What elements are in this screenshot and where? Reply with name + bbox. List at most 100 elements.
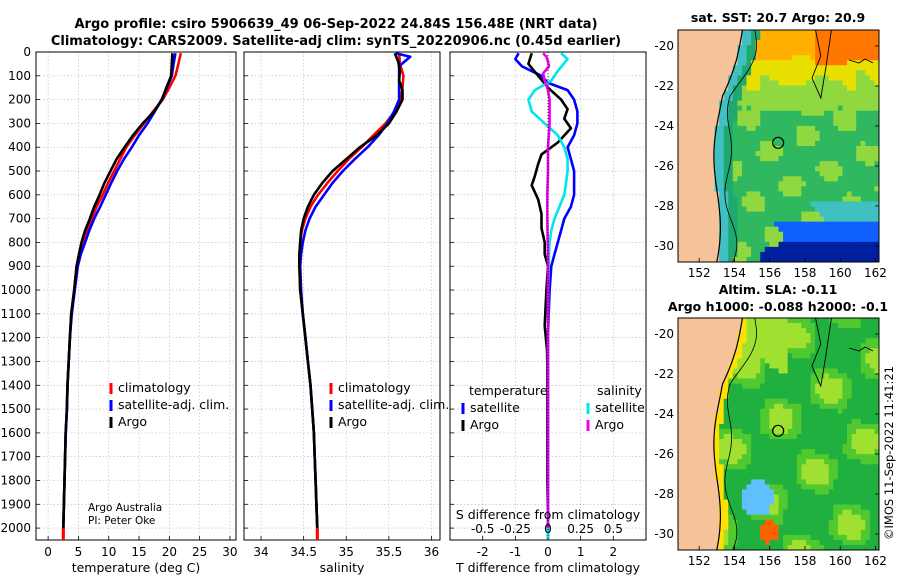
map-cell xyxy=(773,251,779,258)
map-cell xyxy=(696,151,702,157)
map-cell xyxy=(728,191,734,197)
map-cell xyxy=(760,45,766,51)
map-cell xyxy=(792,434,798,440)
map-cell xyxy=(851,318,857,324)
map-cell xyxy=(714,35,720,41)
map-cell xyxy=(874,408,879,415)
map-cell xyxy=(869,373,875,379)
map-cell xyxy=(842,418,848,425)
map-cell xyxy=(732,201,738,207)
map-cell xyxy=(732,388,738,395)
map-cell xyxy=(824,50,830,56)
map-cell xyxy=(860,388,866,395)
map-cell xyxy=(728,494,734,500)
map-cell xyxy=(865,353,871,359)
map-cell xyxy=(760,348,766,354)
map-cell xyxy=(819,201,825,207)
map-cell xyxy=(741,125,747,132)
map-cell xyxy=(773,439,779,445)
map-cell xyxy=(687,368,693,374)
map-cell xyxy=(815,176,821,182)
map-cell xyxy=(764,50,770,56)
map-cell xyxy=(847,343,852,349)
map-cell xyxy=(755,130,761,137)
map-cell xyxy=(714,206,720,212)
map-cell xyxy=(842,110,848,117)
map-cell xyxy=(687,191,693,197)
map-cell xyxy=(778,489,784,495)
map-cell xyxy=(682,383,688,390)
map-cell xyxy=(824,444,830,450)
map-cell xyxy=(856,65,862,71)
map-cell xyxy=(787,236,793,243)
map-cell xyxy=(728,85,734,91)
map-cell xyxy=(815,439,821,445)
map-cell xyxy=(796,166,802,172)
map-cell xyxy=(705,206,711,212)
map-cell xyxy=(856,196,862,202)
map-cell xyxy=(737,201,743,207)
map-cell xyxy=(810,226,816,233)
map-cell xyxy=(714,246,720,253)
map-cell xyxy=(783,60,789,66)
map-cell xyxy=(773,196,779,202)
map-cell xyxy=(709,469,715,475)
map-cell xyxy=(732,196,738,202)
map-cell xyxy=(783,226,789,233)
map-cell xyxy=(851,181,857,187)
map-cell xyxy=(746,140,752,147)
map-cell xyxy=(773,534,779,541)
map-cell xyxy=(755,353,761,359)
map-cell xyxy=(787,100,793,107)
map-cell xyxy=(700,373,706,379)
map-cell xyxy=(755,241,761,248)
map-cell xyxy=(769,428,775,435)
map-cell xyxy=(833,115,839,122)
map-cell xyxy=(874,484,879,490)
map-cell xyxy=(869,95,875,102)
map-cell xyxy=(764,171,770,177)
map-cell xyxy=(837,166,843,172)
map-cell xyxy=(856,328,862,334)
map-cell xyxy=(874,40,879,46)
map-cell xyxy=(769,110,775,117)
map-cell xyxy=(792,474,798,480)
map-cell xyxy=(856,171,862,177)
map-cell xyxy=(874,211,879,218)
map-cell xyxy=(760,75,766,81)
map-cell xyxy=(773,323,779,329)
map-cell xyxy=(792,75,798,81)
map-cell xyxy=(678,100,683,107)
map-cell xyxy=(760,135,766,142)
map-cell xyxy=(792,363,798,369)
map-cell xyxy=(755,428,761,435)
map-cell xyxy=(732,135,738,142)
map-cell xyxy=(714,484,720,490)
map-cell xyxy=(856,120,862,127)
map-cell xyxy=(705,539,711,546)
map-cell xyxy=(709,161,715,167)
map-cell xyxy=(837,40,843,46)
map-cell xyxy=(810,323,816,329)
map-cell xyxy=(687,40,693,46)
map-cell xyxy=(805,383,811,390)
map-cell xyxy=(778,140,784,147)
map-cell xyxy=(810,75,816,81)
map-cell xyxy=(815,459,821,465)
map-cell xyxy=(837,353,843,359)
map-cell xyxy=(792,408,798,415)
map-cell xyxy=(783,393,789,400)
map-cell xyxy=(769,166,775,172)
map-cell xyxy=(796,171,802,177)
map-cell xyxy=(691,449,697,455)
map-cell xyxy=(819,393,825,400)
map-cell xyxy=(700,191,706,197)
map-cell xyxy=(833,418,839,425)
map-cell xyxy=(723,464,729,470)
map-cell xyxy=(856,519,862,526)
map-cell xyxy=(810,85,816,91)
map-cell xyxy=(837,55,843,61)
map-cell xyxy=(865,216,871,223)
map-cell xyxy=(805,236,811,243)
